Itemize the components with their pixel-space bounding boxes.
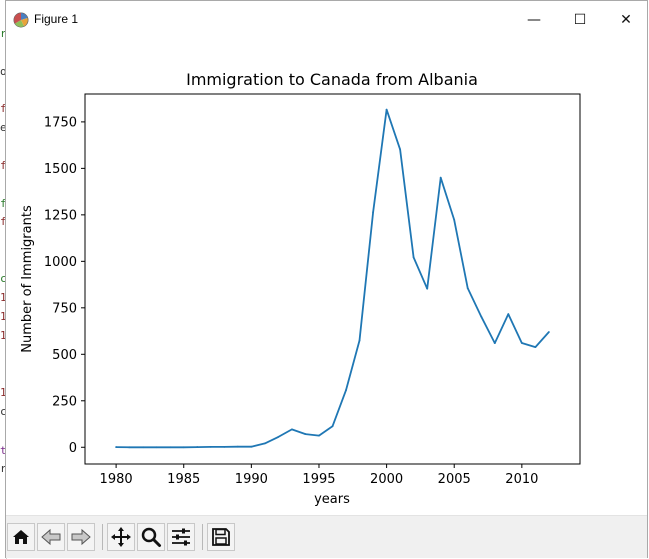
background-text-fragment: f <box>0 197 7 210</box>
x-tick-label: 1980 <box>100 472 133 487</box>
y-tick-label: 1750 <box>44 115 77 130</box>
zoom-icon <box>141 527 161 547</box>
background-text-fragment: 1 <box>0 329 7 342</box>
data-point <box>547 331 550 333</box>
line-chart: Immigration to Canada from Albania 0 250 5… <box>20 70 581 507</box>
data-point <box>412 256 415 259</box>
pan-button[interactable] <box>107 523 135 551</box>
x-tick-label: 2010 <box>505 472 538 487</box>
data-point <box>385 108 388 111</box>
data-point <box>142 446 145 449</box>
toolbar-separator <box>202 524 203 550</box>
forward-button[interactable] <box>67 523 95 551</box>
y-axis: 0 250 500 750 1000 1250 1500 1750 <box>44 115 85 456</box>
data-point <box>318 434 320 437</box>
data-point <box>291 428 293 431</box>
background-text-fragment: t <box>0 444 7 457</box>
data-point <box>182 446 185 449</box>
data-point <box>209 445 212 448</box>
pan-icon <box>111 527 131 547</box>
data-points <box>115 108 550 449</box>
figure-canvas[interactable]: Immigration to Canada from Albania 0 250 5… <box>6 39 647 515</box>
close-icon: ✕ <box>620 12 632 28</box>
data-point <box>453 218 456 221</box>
background-text-fragment: c <box>0 272 7 285</box>
configure-subplots-icon <box>172 528 190 546</box>
minimize-icon: — <box>527 12 541 28</box>
background-text-fragment: 1 <box>0 386 7 399</box>
y-tick-label: 750 <box>52 301 77 316</box>
y-axis-label: Number of Immigrants <box>20 205 35 353</box>
data-point <box>155 446 158 449</box>
chart-title: Immigration to Canada from Albania <box>186 70 478 89</box>
data-point <box>345 389 347 392</box>
y-tick-label: 1000 <box>44 255 77 270</box>
x-tick-label: 2000 <box>370 472 403 487</box>
figure-window: Figure 1 — ☐ ✕ Immigration to Canada fro… <box>5 0 648 558</box>
data-point <box>399 148 402 151</box>
toolbar-separator <box>102 524 103 550</box>
data-point <box>236 445 239 448</box>
data-point <box>426 287 429 290</box>
y-tick-label: 500 <box>52 348 77 363</box>
x-tick-label: 1990 <box>235 472 268 487</box>
close-button[interactable]: ✕ <box>603 1 649 39</box>
data-point <box>534 346 537 348</box>
home-button[interactable] <box>7 523 35 551</box>
data-point <box>439 176 442 179</box>
maximize-icon: ☐ <box>573 12 587 28</box>
data-point <box>520 342 523 344</box>
background-text-fragment: f <box>0 102 7 115</box>
home-icon <box>13 530 29 544</box>
back-arrow-icon <box>41 528 61 546</box>
title-bar[interactable]: Figure 1 — ☐ ✕ <box>6 1 647 39</box>
background-text-fragment: f <box>0 159 7 172</box>
data-point <box>372 211 374 214</box>
back-button[interactable] <box>37 523 65 551</box>
x-tick-label: 1985 <box>167 472 200 487</box>
matplotlib-icon <box>13 12 29 28</box>
maximize-button[interactable]: ☐ <box>557 1 603 39</box>
x-axis: 1980 1985 1990 1995 2000 2005 2010 <box>100 464 538 487</box>
background-text-fragment: f <box>0 215 7 228</box>
data-point <box>480 315 483 318</box>
zoom-button[interactable] <box>137 523 165 551</box>
window-title: Figure 1 <box>34 12 79 26</box>
x-tick-label: 2005 <box>438 472 471 487</box>
data-point <box>250 445 253 448</box>
y-tick-label: 0 <box>69 441 77 456</box>
minimize-button[interactable]: — <box>511 1 557 39</box>
y-tick-label: 1250 <box>44 208 77 223</box>
background-text-fragment: 1 <box>0 310 7 323</box>
data-point <box>466 287 469 290</box>
data-point <box>331 425 334 428</box>
navigation-toolbar <box>6 515 647 558</box>
background-text-fragment: r <box>0 462 7 475</box>
data-point <box>169 446 172 449</box>
data-point <box>507 313 510 316</box>
background-text-fragment: c <box>0 405 7 418</box>
x-tick-label: 1995 <box>302 472 335 487</box>
save-icon <box>212 528 230 546</box>
data-point <box>358 339 361 342</box>
plot-area <box>84 93 581 465</box>
data-point <box>115 446 118 448</box>
y-tick-label: 1500 <box>44 162 77 177</box>
configure-subplots-button[interactable] <box>167 523 195 551</box>
background-text-fragment: o <box>0 65 7 78</box>
background-text-fragment: 1 <box>0 291 7 304</box>
forward-arrow-icon <box>71 528 91 546</box>
data-point <box>304 433 307 435</box>
background-text-fragment: r <box>0 27 7 40</box>
data-point <box>223 445 226 448</box>
data-point <box>493 342 496 345</box>
data-point <box>196 446 199 448</box>
data-point <box>277 435 280 438</box>
save-button[interactable] <box>207 523 235 551</box>
background-text-fragment: e <box>0 121 7 134</box>
data-point <box>128 446 131 449</box>
x-axis-label: years <box>314 492 350 507</box>
data-point <box>263 442 266 445</box>
y-tick-label: 250 <box>52 394 77 409</box>
